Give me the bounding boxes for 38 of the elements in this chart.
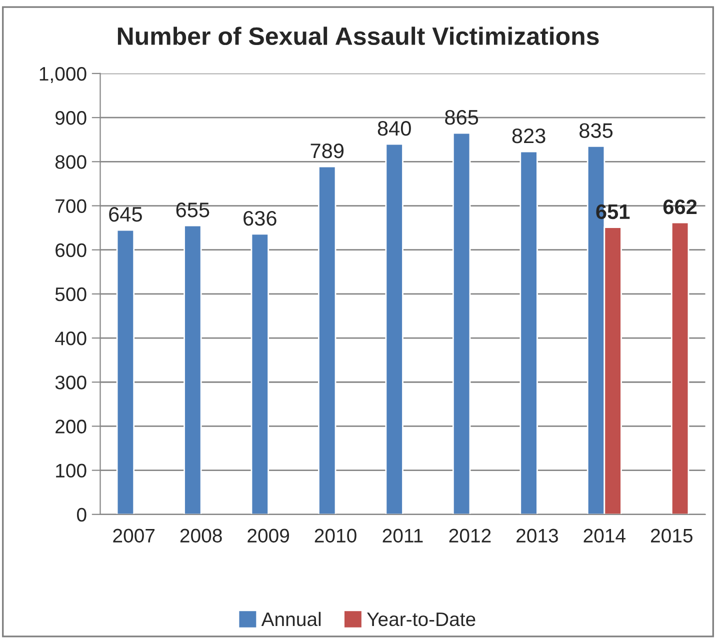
- bar: [452, 132, 471, 514]
- x-tick-label: 2010: [314, 528, 356, 543]
- y-tick-label: 100: [56, 464, 86, 478]
- data-label: 645: [109, 206, 142, 222]
- bar: [318, 166, 336, 514]
- y-tick-label: 200: [56, 420, 86, 434]
- x-tick-label: 2014: [584, 528, 626, 543]
- bar: [250, 233, 269, 514]
- x-tick-label: 2008: [180, 528, 222, 543]
- x-tick-label: 2015: [651, 528, 692, 543]
- chart-title: Number of Sexual Assault Victimizations: [118, 26, 599, 46]
- x-tick-label: 2009: [248, 528, 290, 543]
- y-tick-label: 600: [56, 243, 86, 258]
- y-tick-label: 800: [55, 155, 86, 169]
- y-tick-label: 500: [55, 287, 86, 302]
- x-tick-label: 2013: [516, 528, 558, 543]
- y-tick-label: 700: [56, 199, 86, 213]
- data-label: 655: [176, 202, 210, 218]
- legend-label: Year-to-Date: [366, 612, 476, 626]
- legend-label: Annual: [261, 612, 321, 626]
- y-tick-label: 300: [55, 376, 86, 390]
- data-label: 823: [512, 128, 546, 144]
- bar: [520, 150, 538, 514]
- y-tick-label: 400: [55, 332, 86, 346]
- bar: [184, 224, 202, 514]
- bar: [670, 222, 690, 514]
- data-label: 636: [244, 210, 276, 226]
- x-tick-label: 2011: [382, 528, 423, 543]
- y-tick-label: 900: [56, 111, 86, 125]
- data-label: 840: [378, 120, 411, 136]
- bar: [116, 229, 135, 514]
- data-label: 835: [580, 123, 613, 138]
- data-label: 789: [310, 143, 344, 158]
- x-tick-label: 2007: [113, 528, 155, 543]
- bar: [385, 143, 404, 514]
- y-tick-label: 0: [76, 508, 86, 522]
- y-tick-label: 1,000: [40, 66, 86, 84]
- x-tick-label: 2012: [449, 528, 491, 543]
